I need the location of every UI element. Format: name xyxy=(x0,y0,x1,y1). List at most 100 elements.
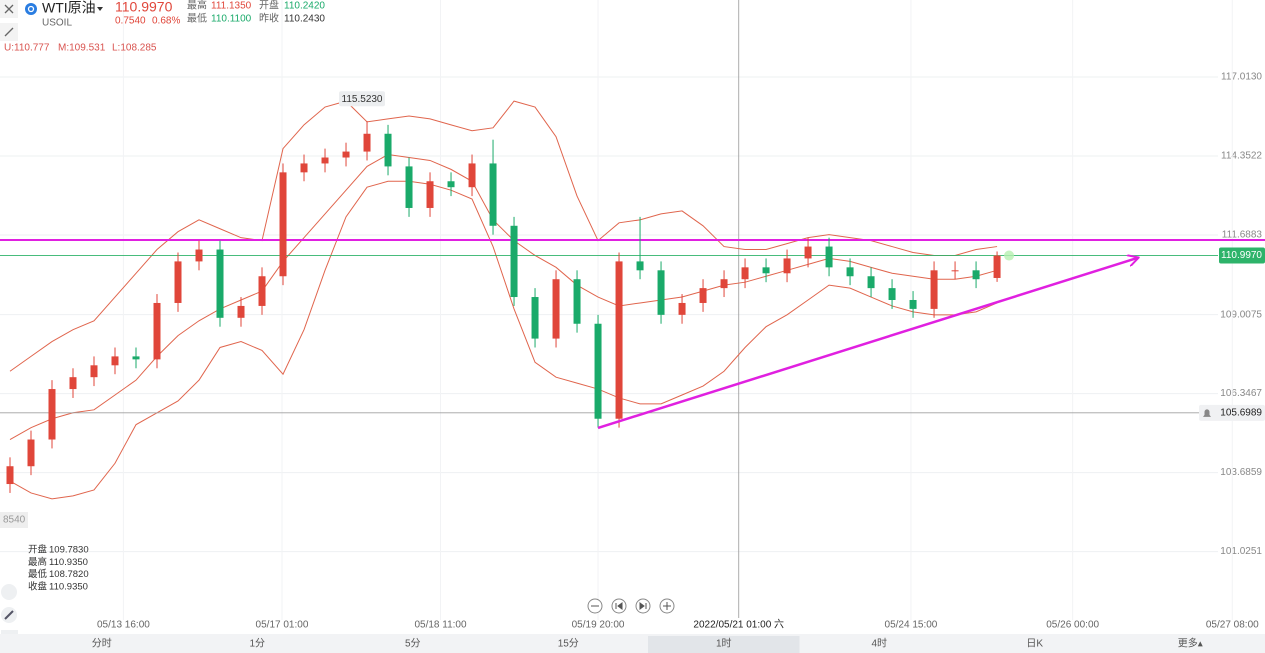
y-tick-label: 103.6859 xyxy=(1220,467,1262,478)
candle-body xyxy=(741,267,749,280)
candle-body xyxy=(300,163,308,173)
x-tick-label: 05/26 00:00 xyxy=(1046,620,1099,631)
tool-button[interactable] xyxy=(1,584,17,600)
candle-body xyxy=(216,249,224,318)
candle-body xyxy=(405,166,413,208)
tool-icon xyxy=(4,27,14,37)
candle-body xyxy=(69,377,77,390)
candle-body xyxy=(762,267,770,274)
stat-label: 最低 xyxy=(187,12,207,25)
candle-body xyxy=(195,249,203,262)
price: 110.9970 xyxy=(115,0,173,15)
change: 0.7540 xyxy=(115,16,146,27)
y-tick-label: 101.0251 xyxy=(1220,546,1262,557)
info-value: 109.7830 xyxy=(49,545,89,556)
candle-body xyxy=(909,299,917,309)
bell-icon xyxy=(1203,409,1211,417)
tab-bar xyxy=(0,634,1265,653)
y-tick-label: 106.3467 xyxy=(1220,388,1262,399)
price-tag: 110.9970 xyxy=(1221,250,1262,261)
candle-body xyxy=(258,276,266,306)
candle-body xyxy=(993,255,1001,278)
candle-body xyxy=(468,163,476,188)
tab[interactable]: 1时 xyxy=(716,638,732,650)
candle-body xyxy=(48,389,56,440)
candle-body xyxy=(678,302,686,315)
max-label: 115.5230 xyxy=(342,94,383,105)
info-value: 108.7820 xyxy=(49,569,89,580)
stat-value: 110.2420 xyxy=(284,1,325,12)
candle-body xyxy=(972,270,980,280)
candle-body xyxy=(615,261,623,419)
candle-body xyxy=(510,225,518,298)
candle-body xyxy=(27,439,35,467)
candle-body xyxy=(426,181,434,208)
candle-body xyxy=(384,133,392,167)
y-tick-label: 109.0075 xyxy=(1220,309,1262,320)
tab[interactable]: 1分 xyxy=(249,638,265,650)
stat-label: 昨收 xyxy=(259,12,279,25)
left-label: 8540 xyxy=(0,512,28,528)
change-pct: 0.68% xyxy=(152,16,180,27)
y-tick-label: 114.3522 xyxy=(1221,151,1262,162)
zoom-controls xyxy=(587,598,675,614)
candle-body xyxy=(531,297,539,339)
tab[interactable]: 5分 xyxy=(405,638,421,650)
candle-body xyxy=(846,267,854,277)
candle-body xyxy=(6,466,14,485)
info-value: 110.9350 xyxy=(49,581,88,592)
candle-body xyxy=(279,172,287,277)
bollinger-band xyxy=(9,100,998,372)
candle-body xyxy=(657,270,665,315)
info-value: 110.9350 xyxy=(49,557,88,568)
stat-value: 110.1100 xyxy=(211,14,252,25)
candle-body xyxy=(930,270,938,309)
candle-body xyxy=(153,302,161,360)
info-label: 最高 xyxy=(28,556,47,568)
candle-body xyxy=(321,157,329,164)
price-tag-bg xyxy=(1219,247,1265,264)
candle-body xyxy=(447,181,455,188)
tab[interactable]: 15分 xyxy=(558,638,579,650)
candle-body xyxy=(363,133,371,152)
stat-label: 最高 xyxy=(187,0,207,12)
candle-body xyxy=(132,356,140,360)
band-value: L:108.285 xyxy=(112,43,157,54)
tab[interactable]: 分时 xyxy=(92,638,112,650)
left-label-text: 8540 xyxy=(3,515,26,526)
candle-body xyxy=(342,151,350,158)
candle-body xyxy=(804,246,812,259)
x-tick-label: 05/18 11:00 xyxy=(414,620,467,631)
tabs: 分时 1分 5分 15分 1时 4时 日K 更多▴ xyxy=(92,636,1203,653)
pen-icon xyxy=(4,610,14,620)
tab[interactable]: 日K xyxy=(1026,639,1043,650)
stat-value: 111.1350 xyxy=(211,1,252,12)
tab[interactable]: 4时 xyxy=(871,638,887,650)
band-value: M:109.531 xyxy=(58,43,106,54)
symbol[interactable]: WTI原油 xyxy=(42,0,96,16)
candle-body xyxy=(489,163,497,226)
trend-line xyxy=(597,258,1138,430)
bollinger-band xyxy=(9,180,998,500)
candle-body xyxy=(720,279,728,289)
tab-active-bg xyxy=(648,636,800,653)
bollinger-band xyxy=(9,154,998,440)
candle-body xyxy=(573,279,581,324)
price-tag-bg xyxy=(1199,404,1265,421)
candle-body xyxy=(111,356,119,366)
candle-body xyxy=(783,258,791,274)
x-tick-label: 05/19 20:00 xyxy=(572,620,625,631)
candle-body xyxy=(825,246,833,268)
candle-body xyxy=(174,261,182,303)
symbol-icon-inner xyxy=(27,5,35,13)
dropdown-arrow[interactable] xyxy=(97,7,103,11)
code: USOIL xyxy=(42,18,72,29)
close-icon xyxy=(4,4,14,14)
crosshair-label: 2022/05/21 01:00 六 xyxy=(693,619,784,631)
candle-body xyxy=(888,288,896,300)
tab[interactable]: 更多▴ xyxy=(1178,637,1203,650)
candle-body xyxy=(237,305,245,318)
candle-body xyxy=(951,270,959,272)
